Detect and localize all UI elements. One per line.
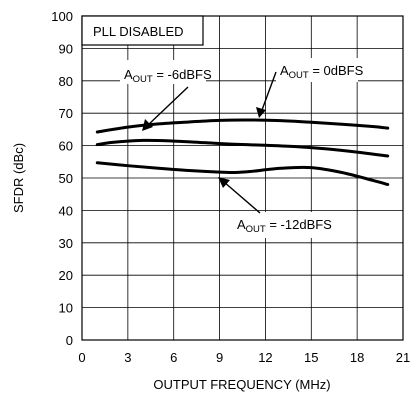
x-tick-label: 3 — [124, 350, 131, 365]
label-sub: OUT — [289, 70, 309, 81]
pll-note: PLL DISABLED — [81, 15, 204, 46]
y-tick-label: 100 — [51, 9, 73, 24]
label-bg-0 — [276, 58, 358, 82]
label-a: A — [124, 67, 133, 82]
x-axis-label: OUTPUT FREQUENCY (MHz) — [153, 377, 330, 392]
note-text: PLL DISABLED — [93, 24, 184, 39]
arrow-head-m6 — [142, 119, 153, 131]
label-a: A — [237, 217, 246, 232]
x-tick-label: 9 — [216, 350, 223, 365]
label-rest: = 0dBFS — [309, 63, 364, 78]
y-tick-label: 80 — [59, 74, 73, 89]
x-tick-label: 12 — [258, 350, 272, 365]
x-tick-label: 21 — [396, 350, 410, 365]
x-tick-label: 6 — [170, 350, 177, 365]
annotations: AOUT = -6dBFS AOUT = 0dBFS AOUT = -12dBF… — [120, 58, 364, 238]
y-tick-label: 50 — [59, 171, 73, 186]
y-tick-label: 60 — [59, 139, 73, 154]
series-label-0: AOUT = 0dBFS — [280, 63, 364, 81]
y-tick-label: 70 — [59, 106, 73, 121]
series-line-2 — [95, 161, 390, 186]
y-tick-label: 0 — [66, 333, 73, 348]
arrow-head-0 — [256, 107, 266, 118]
y-tick-label: 90 — [59, 41, 73, 56]
y-axis-label: SFDR (dBc) — [11, 143, 26, 213]
arrow-head-m12 — [218, 177, 230, 188]
x-tick-label: 15 — [304, 350, 318, 365]
label-sub: OUT — [246, 224, 266, 235]
label-bg-6 — [120, 60, 206, 84]
series-line-0 — [95, 118, 390, 134]
label-rest: = -6dBFS — [153, 67, 212, 82]
plot-frame — [81, 15, 404, 341]
label-bg-12 — [234, 212, 334, 238]
y-tick-label: 30 — [59, 236, 73, 251]
tick-labels: 0 10 20 30 40 50 60 70 80 90 100 0 3 6 9 12 15 18 21 — [51, 9, 410, 365]
arrow-m6 — [146, 86, 189, 127]
arrow-m12 — [223, 181, 261, 214]
label-rest: = -12dBFS — [266, 217, 332, 232]
label-sub: OUT — [133, 74, 153, 85]
x-tick-label: 18 — [350, 350, 364, 365]
arrow-0 — [261, 71, 277, 111]
x-tick-label: 0 — [78, 350, 85, 365]
series-label-m6: AOUT = -6dBFS — [124, 67, 212, 85]
label-a: A — [280, 63, 289, 78]
y-tick-label: 40 — [59, 203, 73, 218]
series-line-1 — [95, 138, 390, 158]
series-label-m12: AOUT = -12dBFS — [237, 217, 332, 235]
y-tick-label: 10 — [59, 301, 73, 316]
series-layer — [95, 118, 390, 186]
y-tick-label: 20 — [59, 268, 73, 283]
note-box — [81, 15, 204, 46]
